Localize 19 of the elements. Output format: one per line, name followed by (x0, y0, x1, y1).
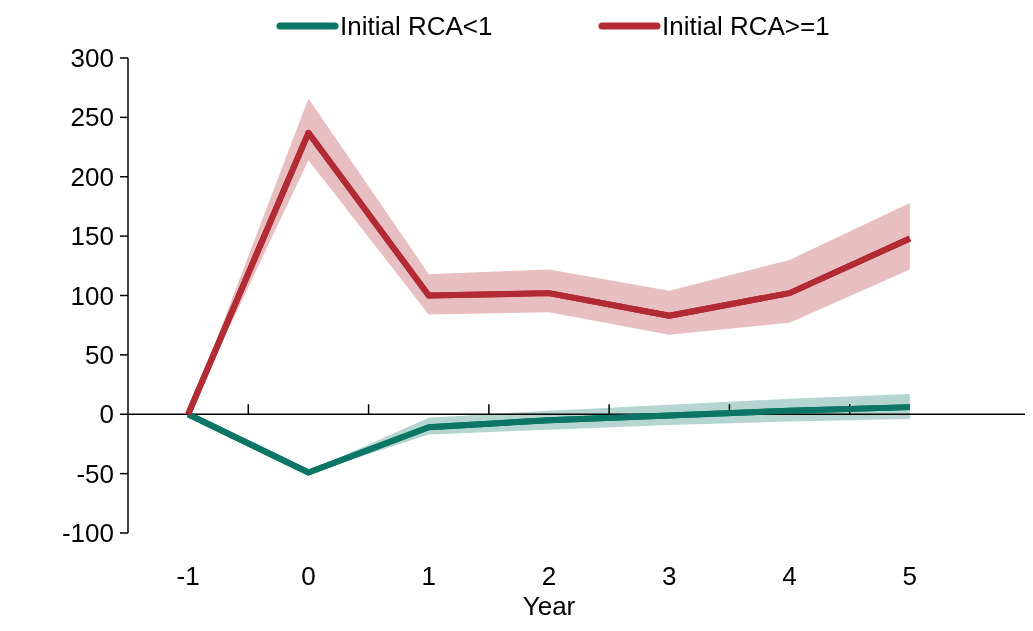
y-tick-label: 200 (70, 161, 114, 192)
x-tick-label: 4 (782, 561, 797, 591)
y-tick-label: 300 (70, 43, 114, 74)
x-tick-label: 5 (902, 561, 918, 591)
x-tick-label: 3 (662, 561, 677, 591)
x-tick-label: 0 (301, 561, 316, 591)
y-tick-label: -50 (76, 458, 114, 489)
x-tick-label: 2 (541, 561, 557, 591)
y-tick-label: 250 (70, 102, 114, 133)
y-tick-label: 50 (85, 339, 114, 370)
x-tick-label: -1 (176, 561, 200, 591)
y-tick-label: 100 (70, 280, 114, 311)
legend-label: Initial RCA<1 (340, 11, 493, 42)
y-tick-label: -100 (61, 518, 114, 549)
legend-label: Initial RCA>=1 (662, 11, 830, 42)
y-tick-label: 150 (70, 221, 114, 252)
y-tick-label: 0 (99, 399, 114, 430)
x-axis-title: Year (522, 591, 576, 621)
x-tick-label: 1 (421, 561, 436, 591)
